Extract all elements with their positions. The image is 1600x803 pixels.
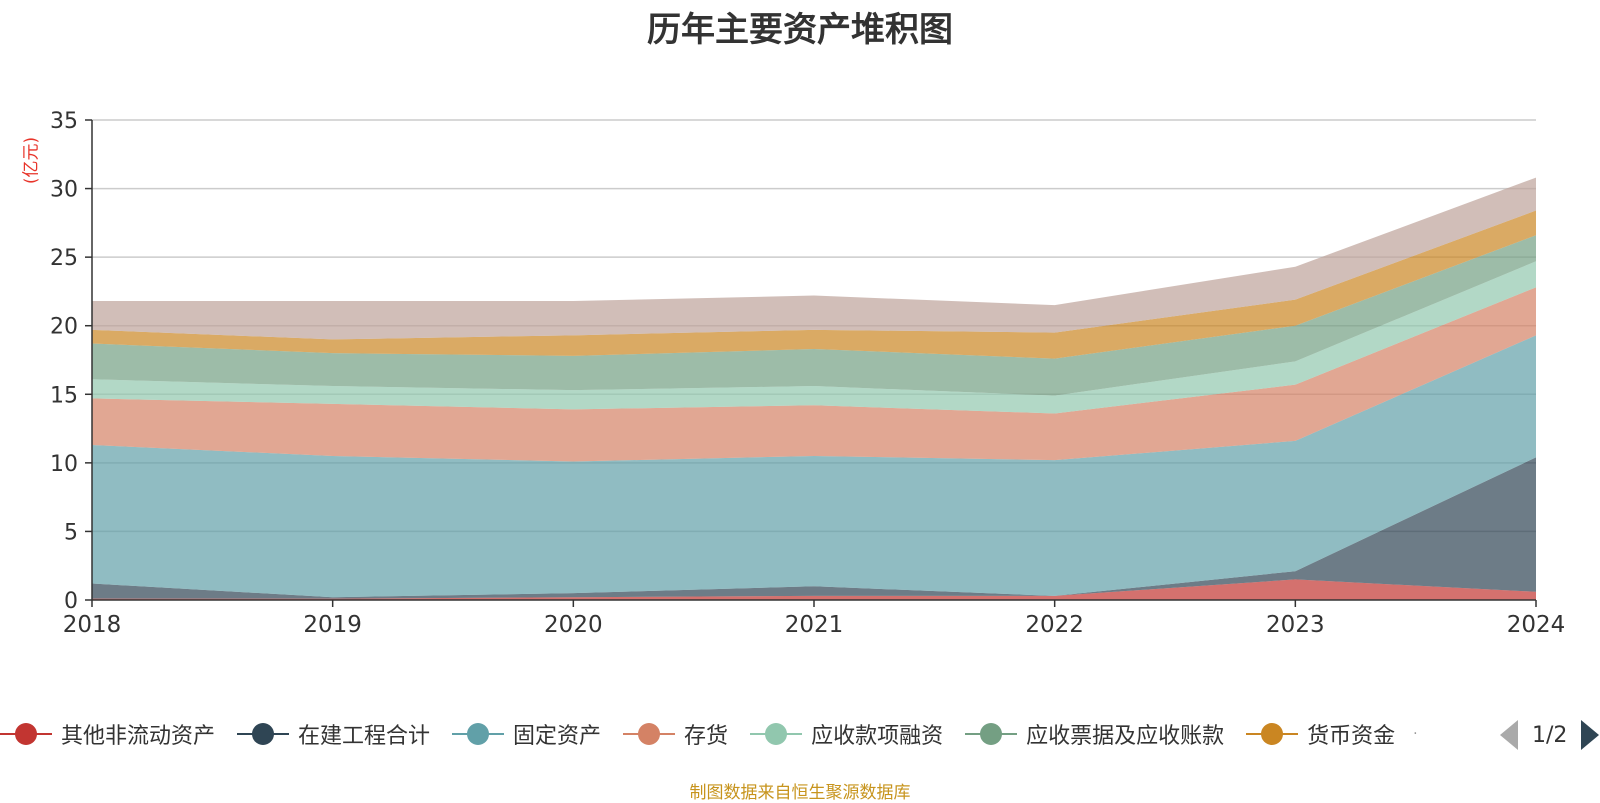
legend-marker-icon <box>623 719 676 749</box>
legend-marker-icon <box>0 719 52 749</box>
legend-marker-icon <box>452 719 505 749</box>
area-series-0 <box>92 579 1536 600</box>
x-tick-label: 2021 <box>785 612 844 638</box>
legend-item[interactable]: 应收款项融资 <box>750 714 943 754</box>
legend-overflow-indicator: · <box>1413 726 1418 742</box>
legend-item[interactable]: 存货 <box>623 714 728 754</box>
legend-label: 应收款项融资 <box>811 724 944 749</box>
area-series-3 <box>92 287 1536 462</box>
legend-page-indicator: 1/2 <box>1532 722 1568 748</box>
legend-marker-icon <box>750 719 803 749</box>
legend-label: 存货 <box>684 724 729 749</box>
area-series-7 <box>92 177 1536 340</box>
legend-item[interactable]: 其他非流动资产 <box>0 714 215 754</box>
chart-title: 历年主要资产堆积图 <box>647 10 953 50</box>
x-tick-label: 2019 <box>303 612 362 638</box>
y-tick-label: 5 <box>64 520 78 545</box>
legend-label: 货币资金 <box>1307 724 1396 749</box>
legend-marker-icon <box>1246 719 1299 749</box>
legend-prev-page-icon[interactable] <box>1500 720 1518 750</box>
legend-label: 在建工程合计 <box>298 724 431 749</box>
legend-next-page-icon[interactable] <box>1581 720 1600 750</box>
y-tick-label: 15 <box>50 383 78 408</box>
legend-item[interactable]: 货币资金 <box>1246 714 1395 754</box>
area-series-4 <box>92 261 1536 414</box>
stacked-area-chart: 0 5 10 15 20 25 30 35 2018 2019 2020 2021 2022 2023 20… <box>50 109 1566 638</box>
area-series-6 <box>92 210 1536 359</box>
y-tick-label: 30 <box>50 178 78 203</box>
x-tick-label: 2024 <box>1507 612 1566 638</box>
legend-pager: 1/2 <box>1500 718 1600 752</box>
area-series-2 <box>92 335 1536 598</box>
legend-label: 应收票据及应收账款 <box>1026 724 1225 749</box>
y-tick-label: 0 <box>64 589 78 614</box>
legend-marker-icon <box>965 719 1018 749</box>
legend-label: 其他非流动资产 <box>61 724 216 749</box>
legend-item[interactable]: 应收票据及应收账款 <box>965 714 1224 754</box>
y-tick-label: 20 <box>50 315 78 340</box>
x-tick-label: 2020 <box>544 612 603 638</box>
data-source-note: 制图数据来自恒生聚源数据库 <box>689 783 911 803</box>
area-series-5 <box>92 235 1536 396</box>
x-tick-label: 2023 <box>1266 612 1325 638</box>
legend: 其他非流动资产 在建工程合计 固定资产 存货 应收款项融资 应收票据及应收账款 货币资金 · <box>0 714 1434 754</box>
legend-item[interactable]: 在建工程合计 <box>237 714 430 754</box>
legend-label: 固定资产 <box>513 724 602 749</box>
legend-marker-icon <box>237 719 290 749</box>
y-tick-label: 10 <box>50 452 78 477</box>
x-tick-label: 2018 <box>63 612 122 638</box>
y-tick-label: 25 <box>50 246 78 271</box>
legend-item[interactable]: 固定资产 <box>452 714 601 754</box>
x-tick-label: 2022 <box>1025 612 1084 638</box>
y-tick-label: 35 <box>50 109 78 134</box>
